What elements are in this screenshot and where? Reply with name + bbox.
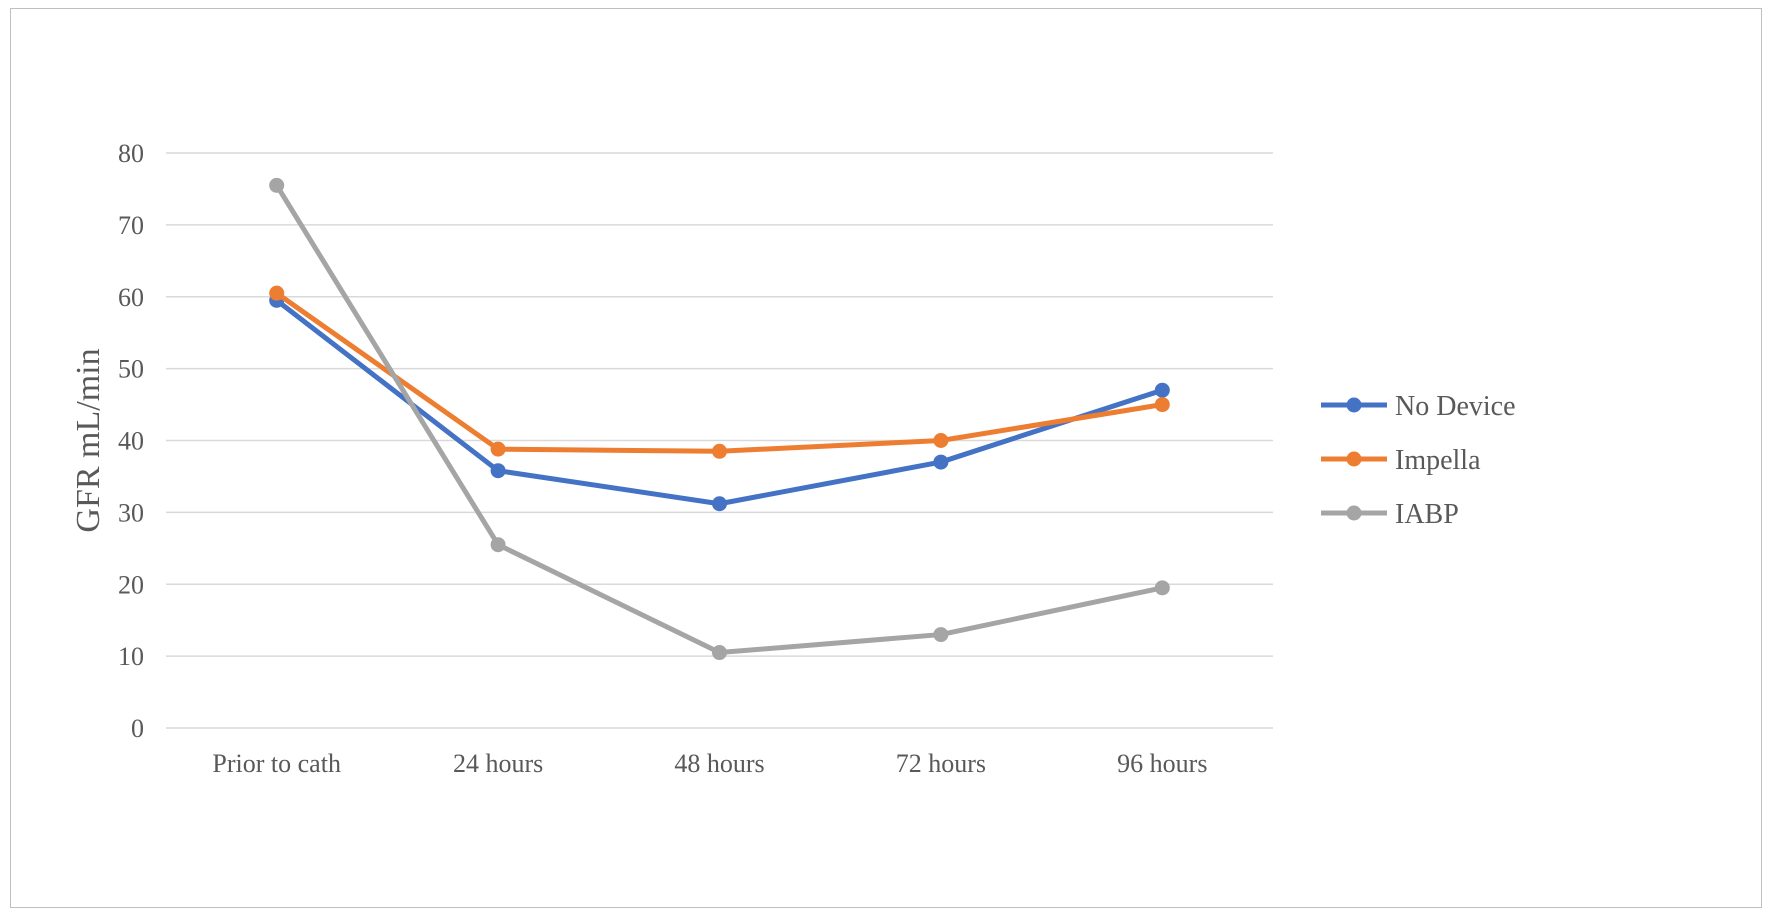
y-tick-label: 80 — [118, 139, 144, 168]
data-point — [933, 433, 949, 448]
y-tick-label: 70 — [118, 211, 144, 240]
data-point — [490, 537, 506, 553]
x-tick-label: 48 hours — [674, 749, 764, 778]
y-axis-ticks: 0 10 20 30 40 50 60 70 80 — [118, 139, 144, 743]
data-point — [269, 285, 285, 301]
legend-label: Impella — [1395, 445, 1481, 476]
legend: No Device Impella IABP — [1321, 391, 1516, 530]
y-tick-label: 40 — [118, 427, 144, 456]
series-line — [274, 290, 1165, 454]
legend-item: Impella — [1321, 445, 1481, 476]
gridlines — [166, 152, 1273, 729]
series-line — [274, 182, 1165, 656]
legend-swatch-marker — [1346, 451, 1362, 467]
y-axis-title: GFR mL/min — [70, 348, 107, 532]
data-point — [1154, 382, 1170, 398]
data-point — [269, 177, 285, 193]
data-point — [1154, 397, 1170, 413]
x-tick-label: Prior to cath — [212, 749, 341, 778]
data-point — [490, 463, 506, 479]
data-point — [712, 496, 727, 512]
y-tick-label: 50 — [118, 355, 144, 384]
data-point — [933, 454, 949, 470]
y-tick-label: 10 — [118, 642, 144, 671]
y-tick-label: 20 — [118, 570, 144, 599]
series-no-device — [269, 292, 1170, 512]
series-iabp — [269, 177, 1170, 661]
data-point — [712, 443, 727, 459]
legend-label: IABP — [1395, 499, 1459, 530]
y-tick-label: 30 — [118, 498, 144, 527]
x-tick-label: 24 hours — [453, 749, 543, 778]
data-point — [933, 627, 949, 643]
y-tick-label: 0 — [131, 714, 144, 743]
data-point — [490, 441, 506, 457]
legend-label: No Device — [1395, 391, 1516, 422]
y-tick-label: 60 — [118, 283, 144, 312]
x-tick-label: 72 hours — [896, 749, 986, 778]
data-point — [1154, 580, 1170, 596]
legend-item: No Device — [1321, 391, 1516, 422]
series-lines — [269, 177, 1170, 661]
x-axis-ticks: Prior to cath 24 hours 48 hours 72 hours 96 … — [212, 749, 1207, 778]
legend-item: IABP — [1321, 499, 1459, 530]
chart-frame: 0 10 20 30 40 50 60 70 80 Prior to cath 24 hours 4… — [10, 8, 1762, 908]
legend-swatch-marker — [1346, 505, 1362, 521]
legend-swatch-marker — [1346, 397, 1362, 413]
x-tick-label: 96 hours — [1117, 749, 1207, 778]
series-impella — [269, 285, 1170, 459]
data-point — [712, 645, 727, 661]
line-chart: 0 10 20 30 40 50 60 70 80 Prior to cath 24 hours 4… — [70, 139, 1516, 778]
